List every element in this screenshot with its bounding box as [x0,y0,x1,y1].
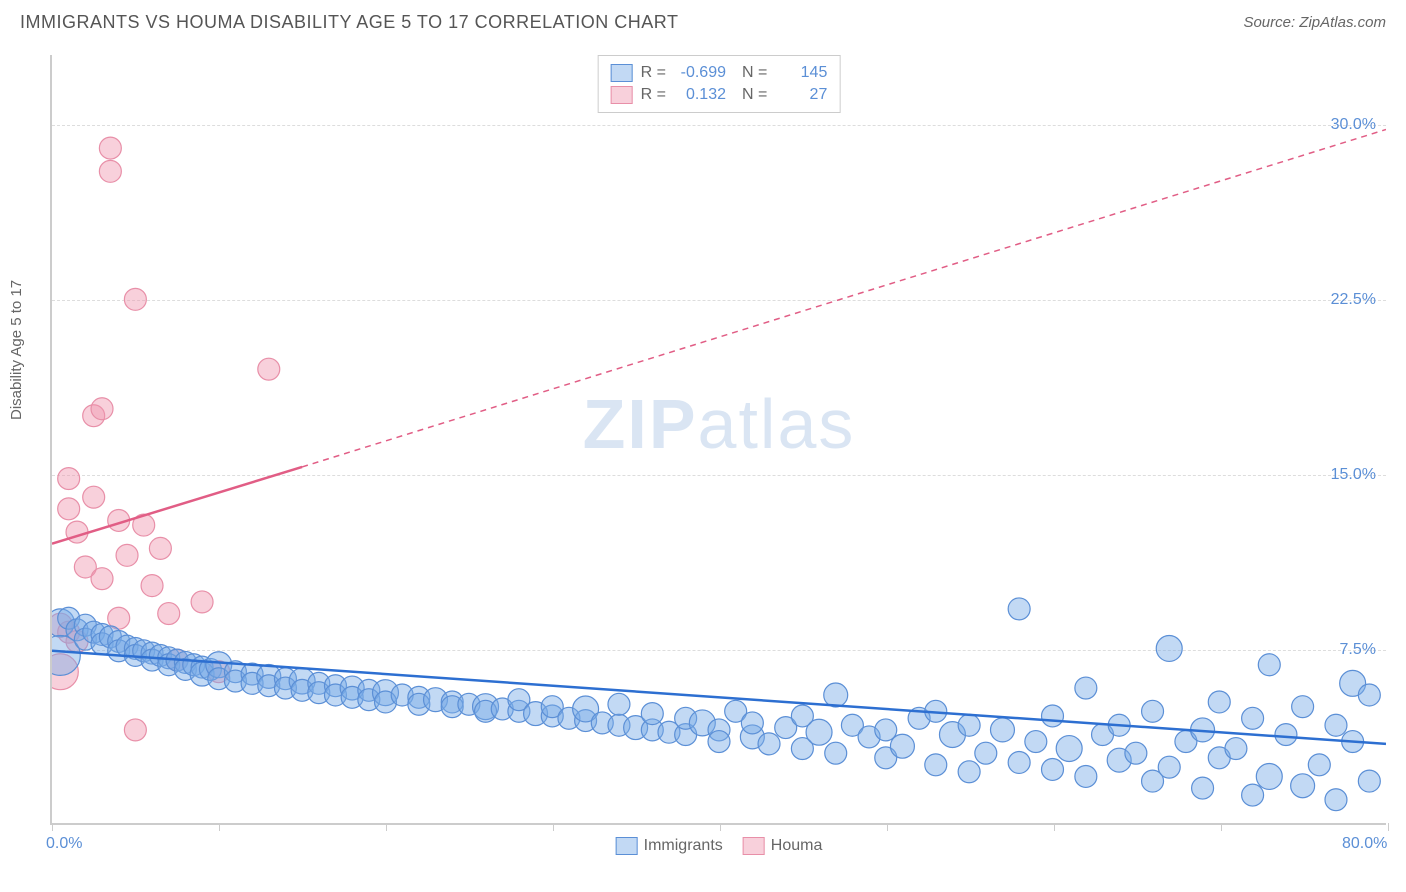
y-axis-label: Disability Age 5 to 17 [8,280,25,420]
x-tick-label: 0.0% [46,835,82,853]
legend-swatch-immigrants [611,64,633,82]
data-point [1258,654,1280,676]
data-point [890,734,914,758]
data-point [1125,742,1147,764]
legend-row-immigrants: R = -0.699 N = 145 [611,62,828,84]
x-tick [1054,823,1055,831]
x-tick [1221,823,1222,831]
legend-item-immigrants: Immigrants [616,837,723,855]
data-point [741,712,763,734]
data-point [83,486,105,508]
data-point [806,719,832,745]
data-point [1325,789,1347,811]
data-point [1158,756,1180,778]
data-point [1225,738,1247,760]
data-point [116,544,138,566]
data-point [975,742,997,764]
data-point [66,521,88,543]
data-point [1358,684,1380,706]
legend-item-houma: Houma [743,837,823,855]
x-tick [720,823,721,831]
data-point [1275,724,1297,746]
legend-swatch-immigrants-icon [616,837,638,855]
data-point [1242,784,1264,806]
legend-row-houma: R = 0.132 N = 27 [611,84,828,106]
data-point [1008,598,1030,620]
series-legend: Immigrants Houma [616,837,823,855]
data-point [990,718,1014,742]
source-attribution: Source: ZipAtlas.com [1243,14,1386,31]
data-point [1308,754,1330,776]
legend-swatch-houma [611,86,633,104]
data-point [1075,765,1097,787]
data-point [1358,770,1380,792]
data-point [124,719,146,741]
data-point [191,591,213,613]
data-point [1208,691,1230,713]
data-point [1042,759,1064,781]
data-point [58,468,80,490]
x-tick [553,823,554,831]
data-point [608,693,630,715]
data-point [824,683,848,707]
data-point [641,703,663,725]
chart-title: IMMIGRANTS VS HOUMA DISABILITY AGE 5 TO … [20,12,678,33]
scatter-plot-svg [52,55,1386,823]
data-point [124,288,146,310]
correlation-legend: R = -0.699 N = 145 R = 0.132 N = 27 [598,55,841,113]
chart-plot-area: ZIPatlas R = -0.699 N = 145 R = 0.132 N … [50,55,1386,825]
x-tick [386,823,387,831]
data-point [1292,696,1314,718]
data-point [158,603,180,625]
x-tick [887,823,888,831]
data-point [99,137,121,159]
data-point [58,498,80,520]
data-point [958,714,980,736]
data-point [99,160,121,182]
legend-swatch-houma-icon [743,837,765,855]
data-point [1075,677,1097,699]
data-point [1042,705,1064,727]
data-point [141,575,163,597]
data-point [958,761,980,783]
data-point [91,568,113,590]
data-point [1142,700,1164,722]
x-tick [1388,823,1389,831]
data-point [1256,763,1282,789]
x-tick-label: 80.0% [1342,835,1387,853]
data-point [1242,707,1264,729]
data-point [1025,731,1047,753]
data-point [1156,635,1182,661]
x-tick [219,823,220,831]
data-point [1325,714,1347,736]
data-point [149,537,171,559]
data-point [1008,752,1030,774]
trend-line [302,129,1386,466]
x-tick [52,823,53,831]
data-point [758,733,780,755]
data-point [825,742,847,764]
data-point [708,731,730,753]
data-point [91,398,113,420]
data-point [925,754,947,776]
data-point [1192,777,1214,799]
data-point [1291,774,1315,798]
data-point [258,358,280,380]
data-point [1056,736,1082,762]
